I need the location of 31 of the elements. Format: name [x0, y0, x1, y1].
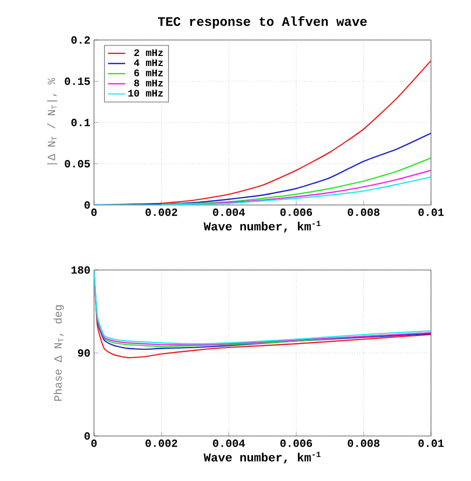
x-tick-label: 0.01: [418, 440, 444, 447]
x-tick-label: 0.006: [280, 208, 312, 216]
x-tick-label: 0.008: [348, 440, 380, 447]
x-tick-label: 0.004: [212, 440, 245, 447]
x-axis-title: Wave number, km$^{-1}$: [204, 220, 320, 233]
y-tick-label: 0: [84, 201, 90, 209]
x-axis-title: Wave number, km$^{-1}$: [204, 452, 320, 464]
y-axis-title: Phase Δ N$_{T}$, deg: [54, 305, 64, 401]
y-tick-label: 0.1: [71, 118, 90, 126]
y-tick-label: 0: [84, 432, 90, 440]
line-series: [160, 157, 432, 205]
y-tick-label: 0.05: [64, 160, 90, 168]
y-tick-label: 180: [71, 266, 90, 274]
x-tick-label: 0: [91, 208, 97, 216]
x-tick-label: 0.01: [418, 208, 444, 216]
legend-label: 8 mHz: [134, 80, 163, 86]
legend-label: 4 mHz: [134, 59, 163, 66]
x-tick-label: 0: [91, 440, 97, 447]
y-tick-label: 90: [78, 349, 90, 357]
y-tick-label: 0.15: [64, 78, 90, 85]
x-tick-label: 0.006: [280, 440, 312, 447]
legend-label: 10 mHz: [128, 90, 163, 97]
legend-label: 2 mHz: [134, 49, 163, 56]
x-tick-label: 0.008: [348, 208, 380, 216]
chart-title: TEC response to Alfven wave: [158, 16, 367, 28]
x-tick-label: 0.002: [146, 440, 178, 447]
y-axis-title: |Δ N$_{T}$ / N$_{T}$|, %: [47, 78, 58, 164]
x-tick-label: 0.002: [146, 208, 178, 216]
y-tick-label: 0.2: [71, 36, 90, 44]
x-tick-label: 0.004: [212, 208, 245, 216]
legend-label: 6 mHz: [134, 70, 163, 76]
